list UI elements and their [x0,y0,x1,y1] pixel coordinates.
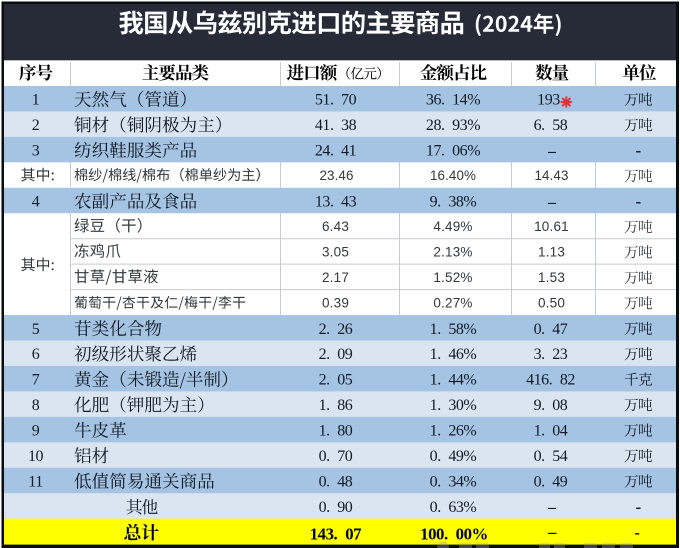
svg-text:–: – [547,499,557,516]
svg-text:1. 46%: 1. 46% [430,346,477,363]
svg-text:3: 3 [32,143,40,160]
svg-text:1.53: 1.53 [538,270,565,285]
svg-text:9. 38%: 9. 38% [430,194,477,211]
svg-text:1. 86: 1. 86 [319,397,353,414]
svg-text:17. 06%: 17. 06% [426,143,480,160]
svg-text:7: 7 [32,372,40,389]
svg-text:6: 6 [32,346,40,363]
svg-text:2. 09: 2. 09 [319,346,353,363]
svg-text:36. 14%: 36. 14% [426,92,480,109]
svg-text:143. 07: 143. 07 [310,525,361,544]
svg-text:6. 58: 6. 58 [534,117,568,134]
svg-text:–: – [547,194,557,211]
svg-text:1. 26%: 1. 26% [430,423,477,440]
svg-text:0. 90: 0. 90 [319,499,353,516]
svg-text:-: - [635,192,641,211]
svg-text:41. 38: 41. 38 [315,117,357,134]
svg-text:8: 8 [32,397,40,414]
svg-text:2. 26: 2. 26 [319,321,353,338]
svg-text:23.46: 23.46 [319,168,353,183]
svg-text:100. 00%: 100. 00% [420,525,488,544]
svg-text:1. 80: 1. 80 [319,423,353,440]
svg-text:2.17: 2.17 [322,270,349,285]
svg-text:2. 05: 2. 05 [319,372,353,389]
svg-text:24. 41: 24. 41 [315,143,357,160]
svg-text:–: – [547,523,557,542]
svg-text:0.27%: 0.27% [433,296,472,311]
svg-text:-: - [635,497,641,516]
svg-text:–: – [547,143,557,160]
svg-text:0. 34%: 0. 34% [430,474,477,491]
svg-text:1. 04: 1. 04 [534,423,568,440]
svg-text:0. 48: 0. 48 [319,474,353,491]
svg-text:1. 30%: 1. 30% [430,397,477,414]
svg-text:3.05: 3.05 [322,245,349,260]
svg-text:1.13: 1.13 [538,245,565,260]
svg-text:0.50: 0.50 [538,296,565,311]
svg-text:1: 1 [32,92,40,109]
svg-text:1. 58%: 1. 58% [430,321,477,338]
svg-text:51. 70: 51. 70 [315,92,357,109]
svg-text:-: - [635,525,640,542]
svg-text:0.39: 0.39 [322,296,349,311]
svg-text:11: 11 [28,474,43,491]
svg-text:193: 193 [537,92,560,109]
svg-text:1. 44%: 1. 44% [430,372,477,389]
svg-text:4.49%: 4.49% [433,219,472,234]
svg-text:13. 43: 13. 43 [315,194,357,211]
svg-text:14.43: 14.43 [534,168,568,183]
svg-text:16.40%: 16.40% [430,168,476,183]
svg-text:0. 63%: 0. 63% [430,499,477,516]
svg-text:0. 54: 0. 54 [534,448,568,465]
svg-text:0. 47: 0. 47 [534,321,568,338]
svg-text:0. 49%: 0. 49% [430,448,477,465]
svg-text:416. 82: 416. 82 [526,372,575,389]
svg-text:28. 93%: 28. 93% [426,117,480,134]
svg-text:9: 9 [32,423,40,440]
svg-text:6.43: 6.43 [322,219,349,234]
svg-text:3. 23: 3. 23 [534,346,568,363]
svg-text:5: 5 [32,321,40,338]
svg-text:10: 10 [28,448,44,465]
svg-text:9. 08: 9. 08 [534,397,568,414]
svg-text:1.52%: 1.52% [433,270,472,285]
svg-text:4: 4 [32,194,40,211]
svg-text:2: 2 [32,117,40,134]
svg-text:0. 70: 0. 70 [319,448,353,465]
svg-text:-: - [635,141,641,160]
svg-text:10.61: 10.61 [534,219,569,234]
svg-text:0. 49: 0. 49 [534,474,568,491]
svg-text:2.13%: 2.13% [433,245,472,260]
